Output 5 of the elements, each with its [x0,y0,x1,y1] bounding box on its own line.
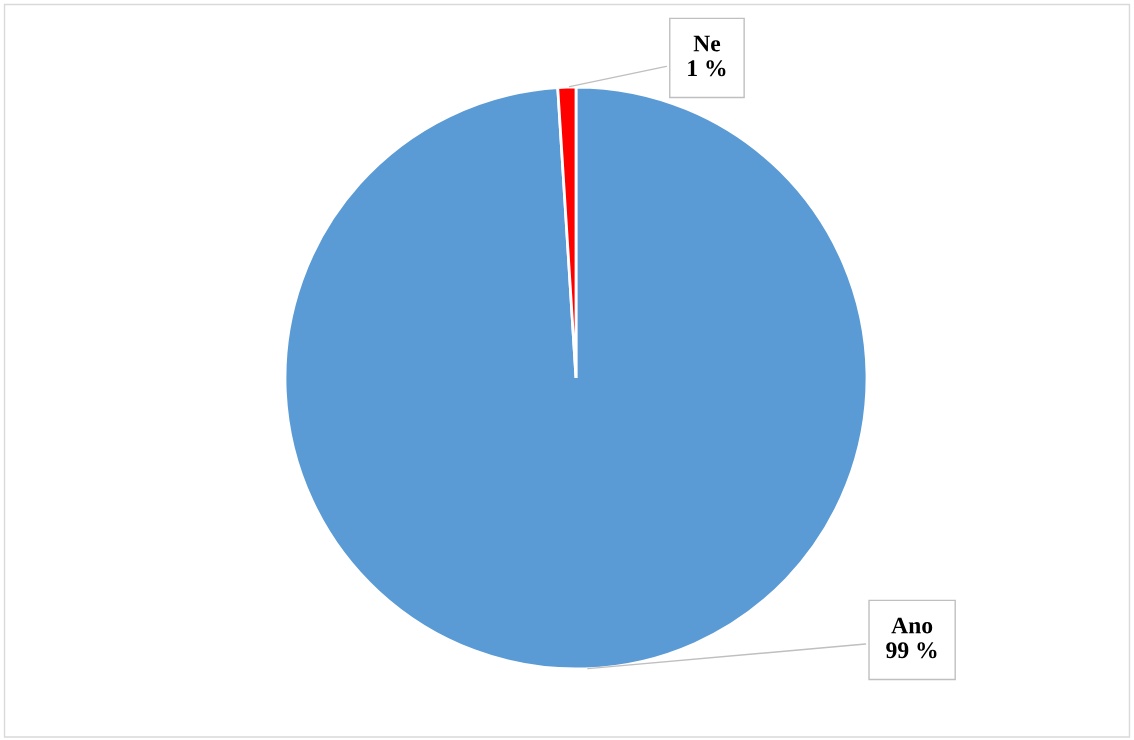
data-label: 1 % [688,60,726,77]
slice-label: Ne [693,35,721,52]
data-label: 99 % [886,642,937,659]
pie-slice [283,85,869,671]
slice-label: Ano [891,617,933,634]
